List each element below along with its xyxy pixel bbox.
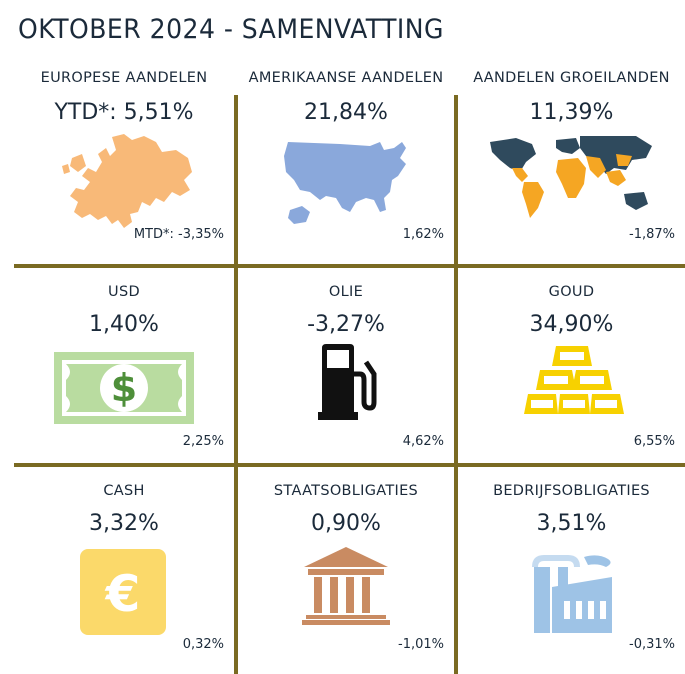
euro-icon: € xyxy=(80,549,166,635)
tile-oil: OLIE -3,27% 4,62% xyxy=(238,270,454,462)
grid-divider xyxy=(14,264,685,268)
tile-label: STAATSOBLIGATIES xyxy=(273,483,419,499)
tile-label: AANDELEN GROEILANDEN xyxy=(473,70,670,86)
tile-label: OLIE xyxy=(328,284,364,300)
tile-month-change: 1,62% xyxy=(402,227,444,242)
bank-building-icon xyxy=(302,547,390,625)
tile-label: BEDRIJFSOBLIGATIES xyxy=(493,483,650,499)
tile-value: 1,40% xyxy=(89,312,159,337)
page-title: OKTOBER 2024 - SAMENVATTING xyxy=(18,14,444,45)
tile-cash: CASH 3,32% € 0,32% xyxy=(14,469,234,674)
tile-month-change: -1,01% xyxy=(398,637,444,652)
tile-label: GOUD xyxy=(548,284,595,300)
tile-value: 3,32% xyxy=(89,511,159,536)
tile-month-change: MTD*: -3,35% xyxy=(133,227,224,242)
tile-value: 34,90% xyxy=(529,312,614,337)
tile-label: CASH xyxy=(103,483,145,499)
grid-divider xyxy=(454,95,458,674)
tile-gold: GOUD 34,90% 6,55% xyxy=(458,270,685,462)
europe-map-icon xyxy=(62,134,192,228)
tile-label: AMERIKAANSE AANDELEN xyxy=(248,70,444,86)
factory-icon xyxy=(532,555,612,633)
gold-bars-icon xyxy=(524,346,624,414)
usa-map-icon xyxy=(284,142,406,224)
tile-month-change: -0,31% xyxy=(629,637,675,652)
tile-usd: USD 1,40% $ 2,25% xyxy=(14,270,234,462)
tile-value: 3,51% xyxy=(536,511,607,536)
tile-month-change: 6,55% xyxy=(633,434,675,449)
grid-divider xyxy=(234,95,238,674)
world-map-icon xyxy=(490,136,652,218)
tile-month-change: 4,62% xyxy=(402,434,444,449)
tile-corporate-bonds: BEDRIJFSOBLIGATIES 3,51% -0,31% xyxy=(458,469,685,674)
tile-month-change: 2,25% xyxy=(182,434,224,449)
tile-month-change: 0,32% xyxy=(182,637,224,652)
dollar-bill-icon: $ xyxy=(54,352,194,424)
fuel-pump-icon xyxy=(318,344,377,420)
tile-label: EUROPESE AANDELEN xyxy=(40,70,208,86)
tile-value: 21,84% xyxy=(304,100,388,125)
tile-value: 11,39% xyxy=(529,100,614,125)
grid-divider xyxy=(14,463,685,467)
svg-text:€: € xyxy=(105,565,141,623)
tile-european-equities: EUROPESE AANDELEN YTD*: 5,51% MTD*: -3,3… xyxy=(14,62,234,262)
tile-month-change: -1,87% xyxy=(629,227,675,242)
tile-government-bonds: STAATSOBLIGATIES 0,90% -1,01% xyxy=(238,469,454,674)
svg-text:$: $ xyxy=(111,366,137,410)
tile-value: -3,27% xyxy=(307,312,385,337)
tile-value: 0,90% xyxy=(311,511,381,536)
tile-american-equities: AMERIKAANSE AANDELEN 21,84% 1,62% xyxy=(238,62,454,262)
tile-value: YTD*: 5,51% xyxy=(54,100,194,125)
tile-label: USD xyxy=(108,284,140,300)
tile-emerging-markets: AANDELEN GROEILANDEN 11,39% -1,87% xyxy=(458,62,685,262)
